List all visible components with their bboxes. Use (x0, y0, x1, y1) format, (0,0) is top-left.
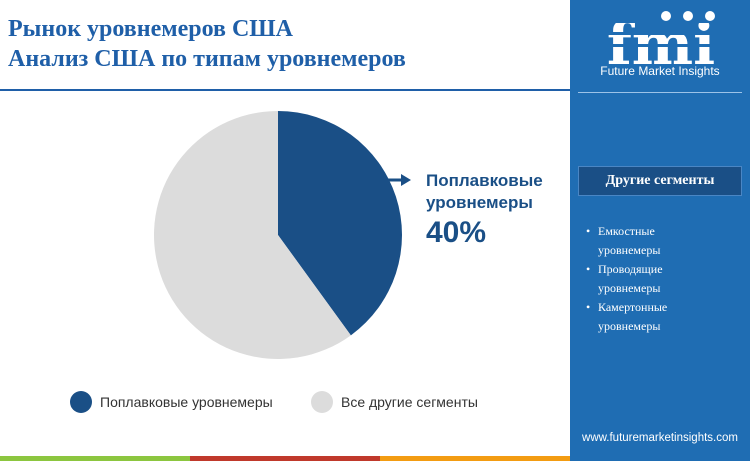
website-url[interactable]: www.futuremarketinsights.com (582, 432, 738, 444)
bullet-icon: • (586, 300, 591, 314)
legend-label-other: Все другие сегменты (341, 394, 478, 410)
segment-label: Проводящие уровнемеры (598, 262, 663, 295)
logo-stripe-3 (598, 44, 725, 47)
logo-tagline: Future Market Insights (600, 64, 720, 78)
bottom-bar-blue (570, 456, 750, 461)
legend-label-float: Поплавковые уровнемеры (100, 394, 273, 410)
pie-chart (153, 111, 411, 359)
callout-arrow (386, 174, 411, 186)
segments-list: • Емкостные уровнемеры • Проводящие уровне… (586, 222, 738, 336)
logo-stripe-2 (598, 32, 725, 35)
title-line-1: Рынок уровнемеров США (8, 16, 293, 42)
callout-label-line-1: Поплавковые (426, 171, 543, 190)
globe-icon (661, 11, 671, 21)
list-item: • Камертонные уровнемеры (586, 298, 738, 336)
bottom-bar-orange (380, 456, 570, 461)
globe-icon (705, 11, 715, 21)
pie-slices (153, 111, 402, 359)
title-line-2: Анализ США по типам уровнемеров (8, 46, 406, 72)
segments-title: Другие сегменты (605, 173, 715, 188)
legend-swatch-other (311, 391, 333, 413)
header-divider (0, 89, 570, 91)
segment-label: Камертонные уровнемеры (598, 300, 668, 333)
bottom-color-bar (0, 456, 750, 461)
bottom-bar-red (190, 456, 380, 461)
legend-swatch-float (70, 391, 92, 413)
legend-item-float: Поплавковые уровнемеры (70, 391, 273, 413)
callout-label-line-2: уровнемеры (426, 193, 533, 212)
logo-stripe-1 (598, 20, 725, 23)
page-title: Рынок уровнемеров США Анализ США по типа… (8, 14, 563, 74)
legend-item-other: Все другие сегменты (311, 391, 478, 413)
sidebar: fmi Future Market Insights Другие сегмен… (570, 0, 750, 461)
callout-label: Поплавковые уровнемеры (426, 170, 543, 214)
sidebar-divider (578, 92, 742, 93)
bottom-bar-green (0, 456, 190, 461)
segments-header: Другие сегменты (578, 166, 742, 196)
pie-slice-float (278, 111, 402, 336)
list-item: • Проводящие уровнемеры (586, 260, 738, 298)
segment-label: Емкостные уровнемеры (598, 224, 661, 257)
callout-value: 40% (426, 216, 487, 249)
list-item: • Емкостные уровнемеры (586, 222, 738, 260)
callout-arrow-head (401, 174, 411, 186)
bullet-icon: • (586, 224, 591, 238)
pie-slice-other (153, 111, 351, 359)
bullet-icon: • (586, 262, 591, 276)
fmi-logo: fmi (598, 10, 725, 78)
globe-icon (683, 11, 693, 21)
